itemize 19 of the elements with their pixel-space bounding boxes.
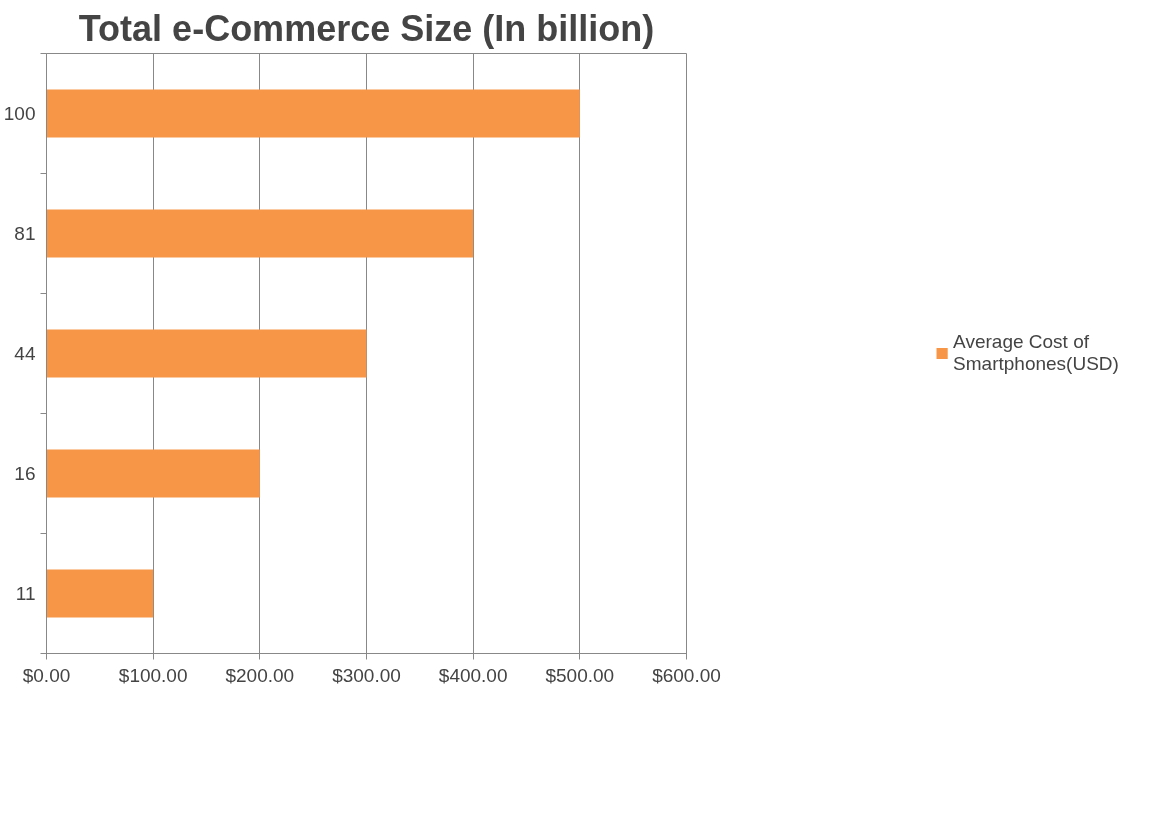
bar (46, 449, 260, 498)
x-tick-label: $200.00 (225, 664, 295, 686)
y-tick-label: 81 (14, 223, 36, 244)
bar (46, 89, 580, 138)
y-tick-label: 44 (14, 343, 36, 364)
x-tick-label: $600.00 (652, 664, 721, 686)
x-tick-label: $500.00 (545, 664, 615, 686)
y-tick-label: 11 (15, 583, 36, 604)
y-tick-label: 100 (3, 103, 36, 124)
x-tick-label: $100.00 (118, 664, 188, 686)
x-tick-label: $0.00 (22, 664, 71, 686)
bar (46, 569, 154, 618)
y-tick-label: 16 (14, 463, 36, 484)
bar (46, 209, 474, 258)
x-tick-label: $300.00 (332, 664, 401, 686)
legend-label: Average Cost of Smartphones(USD) (953, 331, 1119, 375)
x-tick-label: $400.00 (438, 664, 508, 686)
chart-title: Total e-Commerce Size (In billion) (78, 7, 655, 49)
bar (46, 329, 367, 378)
